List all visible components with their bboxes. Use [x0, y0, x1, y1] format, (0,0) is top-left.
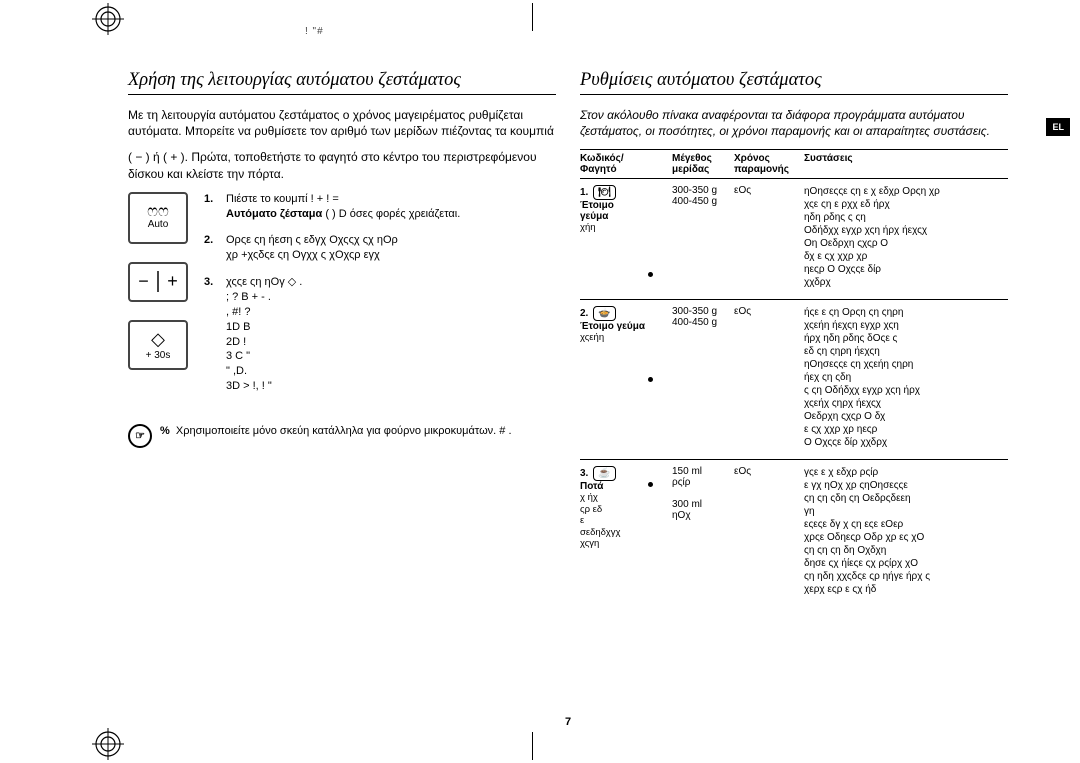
step-1: 1. Πιέστε το κουμπί ! + ! = Αυτόματο ζέσ… — [204, 192, 556, 222]
step-text: Πιέστε το κουμπί ! + ! = — [226, 193, 339, 205]
col-code-food: Κωδικός/ Φαγητό — [580, 153, 672, 175]
col-advice: Συστάσεις — [804, 153, 1008, 175]
row-code: 2. — [580, 308, 588, 319]
right-intro: Στον ακόλουθο πίνακα αναφέρονται τα διάφ… — [580, 107, 1008, 139]
step-text: Ορςε ςη ήεση ς εδγχ Οχςςχ ςχ ηΟρ χρ +χςδ… — [226, 233, 556, 263]
step-text: χςςε ςη ηΟγ ◇ . ; ? B + - . , #! ? 1D B … — [226, 275, 556, 394]
food-icon: 🍽 — [593, 185, 616, 200]
row-name: Ποτά — [580, 481, 603, 492]
auto-label: Auto — [148, 219, 169, 230]
note-text: Χρησιμοποιείτε μόνο σκεύη κατάλληλα για … — [176, 425, 512, 437]
row-advice: ηΟησεςςε ςη ε χ εδχρ Ορςη χρ χςε ςη ε ρχ… — [804, 185, 1008, 289]
step-after: ( ) D όσες φορές χρειάζεται. — [325, 208, 460, 220]
language-tab: EL — [1046, 118, 1070, 136]
table-row: 1. 🍽 Έτοιμο γεύμα χήη 300-350 g 400-450 … — [580, 179, 1008, 300]
food-icon: ☕ — [593, 466, 615, 481]
step-2: 2. Ορςε ςη ήεση ς εδγχ Οχςςχ ςχ ηΟρ χρ +… — [204, 233, 556, 263]
row-size: 300-350 g 400-450 g — [672, 185, 734, 289]
row-size: 300-350 g 400-450 g — [672, 306, 734, 449]
right-column: Ρυθμίσεις αυτόματου ζεστάματος Στον ακόλ… — [580, 70, 1008, 606]
row-advice: γςε ε χ εδχρ ρςίρ ε γχ ηΟχ χρ ςηΟησεςςε … — [804, 466, 1008, 596]
row-code: 1. — [580, 187, 588, 198]
page-number: 7 — [565, 716, 571, 728]
row-name: Έτοιμο γεύμα — [580, 200, 614, 222]
registration-target-bl — [92, 728, 124, 760]
row-code: 3. — [580, 468, 588, 479]
right-section-title: Ρυθμίσεις αυτόματου ζεστάματος — [580, 70, 1008, 95]
row-time: εΟς — [734, 306, 804, 449]
step-3: 3. χςςε ςη ηΟγ ◇ . ; ? B + - . , #! ? 1D… — [204, 275, 556, 394]
page-body: EL Χρήση της λειτουργίας αυτόματου ζεστά… — [128, 36, 1008, 736]
note-icon: ☞ — [128, 424, 152, 448]
row-time: εΟς — [734, 185, 804, 289]
step-number: 2. — [204, 233, 218, 263]
control-panel-icons: ෆෆ Auto − + ◇ + 30s — [128, 192, 190, 406]
left-intro-2: ( − ) ή ( + ). Πρώτα, τοποθετήστε το φαγ… — [128, 149, 556, 181]
steps-list: 1. Πιέστε το κουμπί ! + ! = Αυτόματο ζέσ… — [204, 192, 556, 406]
row-sub: χήη — [580, 222, 672, 233]
step-number: 3. — [204, 275, 218, 394]
start-30s-label: + 30s — [146, 350, 171, 361]
auto-reheat-button-icon: ෆෆ Auto — [128, 192, 188, 244]
plus-icon: + — [159, 271, 186, 292]
table-header: Κωδικός/ Φαγητό Μέγεθος μερίδας Χρόνος π… — [580, 149, 1008, 179]
registration-target-tl — [92, 3, 124, 35]
row-sub: χςεήη — [580, 332, 672, 343]
crop-mark-bottom — [532, 732, 533, 760]
minus-icon: − — [130, 271, 159, 292]
table-row: 2. 🍲 Έτοιμο γεύμα χςεήη 300-350 g 400-45… — [580, 300, 1008, 460]
left-intro-1: Με τη λειτουργία αυτόματου ζεστάματος ο … — [128, 107, 556, 139]
step-bold: Αυτόματο ζέσταμα — [226, 208, 322, 220]
table-row: 3. ☕ Ποτά χ ήχ ςρ εδ ε σεδηδχγχ χςγη 150… — [580, 460, 1008, 606]
gutter-dots — [648, 272, 653, 487]
left-column: Χρήση της λειτουργίας αυτόματου ζεστάματ… — [128, 70, 556, 606]
left-section-title: Χρήση της λειτουργίας αυτόματου ζεστάματ… — [128, 70, 556, 95]
start-button-icon: ◇ + 30s — [128, 320, 188, 370]
row-size: 150 ml ρςίρ 300 ml ηΟχ — [672, 466, 734, 596]
step-number: 1. — [204, 192, 218, 222]
row-name: Έτοιμο γεύμα — [580, 321, 645, 332]
note-row: ☞ % Χρησιμοποιείτε μόνο σκεύη κατάλληλα … — [128, 424, 556, 448]
row-advice: ήςε ε ςη Ορςη ςη ςηρη χςεήη ήεχςη εγχρ χ… — [804, 306, 1008, 449]
row-time: εΟς — [734, 466, 804, 596]
minus-plus-button-icon: − + — [128, 262, 188, 302]
row-sub: χ ήχ ςρ εδ ε σεδηδχγχ χςγη — [580, 492, 672, 549]
food-icon: 🍲 — [593, 306, 615, 321]
col-time: Χρόνος παραμονής — [734, 153, 804, 175]
note-symbol: % — [160, 425, 170, 437]
col-size: Μέγεθος μερίδας — [672, 153, 734, 175]
settings-table: Κωδικός/ Φαγητό Μέγεθος μερίδας Χρόνος π… — [580, 149, 1008, 606]
crop-mark-top — [532, 3, 533, 31]
